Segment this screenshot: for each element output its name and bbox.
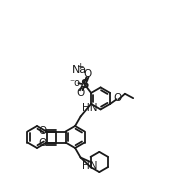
Text: Na: Na: [72, 65, 87, 75]
Text: O: O: [114, 93, 122, 103]
Text: +: +: [76, 62, 83, 71]
Text: HN: HN: [82, 103, 97, 113]
Text: O: O: [38, 139, 46, 149]
Text: O: O: [76, 88, 85, 98]
Text: ⁻o: ⁻o: [69, 78, 80, 88]
Text: HN: HN: [82, 161, 97, 171]
Text: O: O: [38, 126, 46, 136]
Text: O: O: [83, 69, 92, 79]
Text: S: S: [80, 78, 89, 91]
